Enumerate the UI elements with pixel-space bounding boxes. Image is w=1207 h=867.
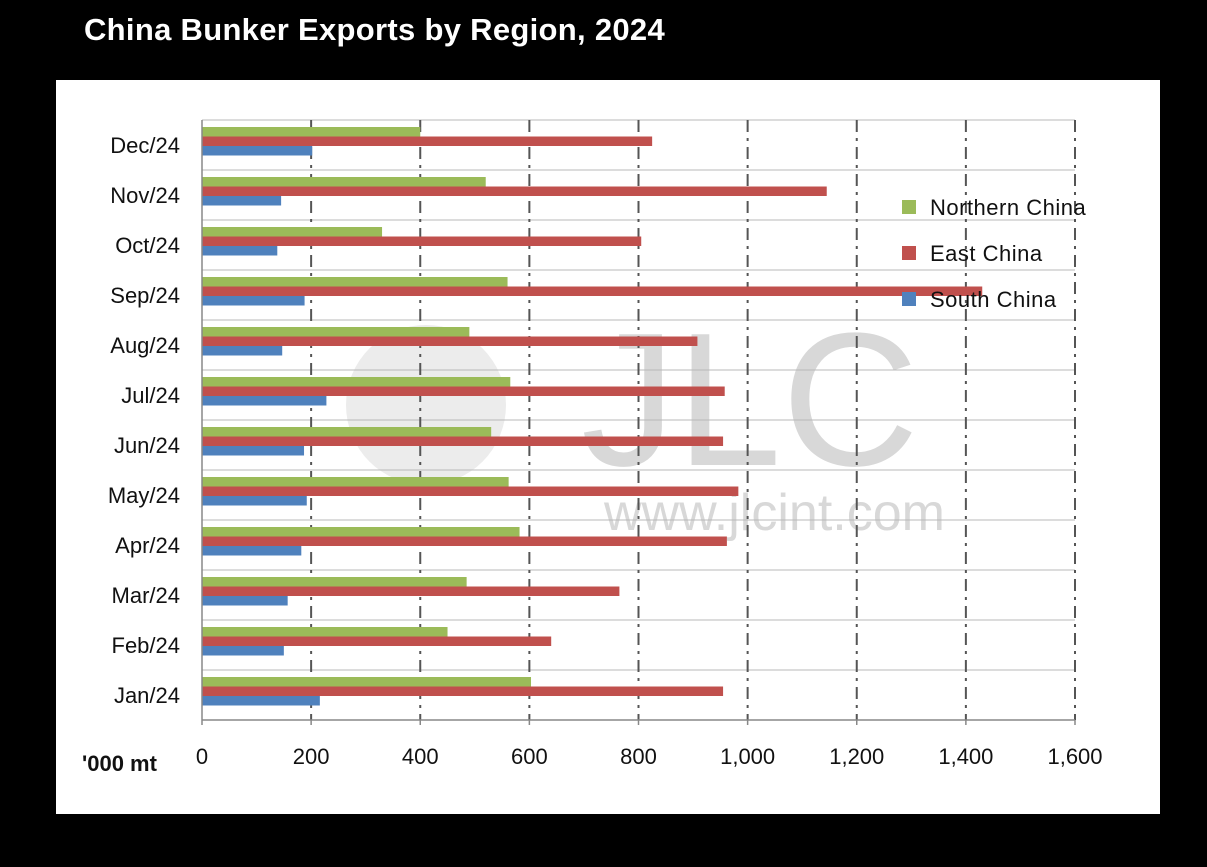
axes (201, 120, 1076, 725)
bar-south-china (202, 196, 282, 206)
bar-northern-china (202, 527, 520, 537)
bar-northern-china (202, 227, 383, 237)
category-label: Jul/24 (121, 383, 180, 408)
legend-label-northern-china: Northern China (930, 195, 1086, 220)
bar-east-china (202, 436, 724, 446)
bar-east-china (202, 236, 642, 246)
legend-swatch-south-china (902, 292, 916, 306)
legend-swatch-northern-china (902, 200, 916, 214)
bar-northern-china (202, 427, 492, 437)
category-label: Jan/24 (114, 683, 180, 708)
x-tick-label: 1,200 (829, 744, 884, 769)
bar-east-china (202, 136, 653, 146)
legend-swatch-east-china (902, 246, 916, 260)
bar-chart: JLC www.jlcint.com Dec/24Nov/24Oct/24Sep… (82, 119, 1103, 776)
legend-label-east-china: East China (930, 241, 1043, 266)
bar-south-china (202, 246, 278, 256)
bar-east-china (202, 486, 739, 496)
bar-east-china (202, 186, 827, 196)
bar-south-china (202, 696, 320, 706)
bar-east-china (202, 386, 725, 396)
x-tick-label: 600 (511, 744, 548, 769)
category-label: Sep/24 (110, 283, 180, 308)
bar-south-china (202, 396, 327, 406)
bar-south-china (202, 596, 288, 606)
category-label: Feb/24 (112, 633, 181, 658)
chart-title: China Bunker Exports by Region, 2024 (84, 12, 665, 47)
category-label: Oct/24 (115, 233, 180, 258)
x-tick-label: 1,000 (720, 744, 775, 769)
x-tick-labels: 0 200 400 600 800 1,000 1,200 1,400 1,600 (196, 744, 1103, 769)
x-tick-label: 1,600 (1047, 744, 1102, 769)
bar-northern-china (202, 627, 448, 637)
bars (202, 127, 983, 706)
bar-south-china (202, 496, 307, 506)
bar-east-china (202, 336, 698, 346)
gridlines (202, 119, 1076, 721)
category-label: Aug/24 (110, 333, 180, 358)
bar-northern-china (202, 477, 509, 487)
category-label: Dec/24 (110, 133, 180, 158)
watermark-logo-icon (346, 325, 506, 485)
category-labels: Dec/24 Nov/24 Oct/24 Sep/24 Aug/24 Jul/24 Jun/… (108, 133, 180, 708)
bar-east-china (202, 686, 724, 696)
legend: Northern China East China South China (902, 195, 1086, 312)
bar-south-china (202, 346, 283, 356)
bar-south-china (202, 446, 305, 456)
bar-east-china (202, 536, 727, 546)
watermark-logo-text: JLC (581, 294, 919, 506)
category-label: Jun/24 (114, 433, 180, 458)
bar-east-china (202, 286, 983, 296)
bar-northern-china (202, 377, 511, 387)
bar-south-china (202, 296, 305, 306)
bar-south-china (202, 146, 313, 156)
chart-panel: JLC www.jlcint.com Dec/24 Nov/24 Oct/24 Sep… (56, 80, 1160, 814)
legend-label-south-china: South China (930, 287, 1057, 312)
bar-northern-china (202, 277, 508, 287)
bar-northern-china (202, 327, 470, 337)
x-axis-unit-label: '000 mt (82, 751, 158, 776)
category-label: Apr/24 (115, 533, 180, 558)
category-label: Mar/24 (112, 583, 180, 608)
category-label: May/24 (108, 483, 180, 508)
category-label: Nov/24 (110, 183, 180, 208)
bar-south-china (202, 646, 284, 656)
x-tick-label: 1,400 (938, 744, 993, 769)
x-tick-label: 400 (402, 744, 439, 769)
x-tick-label: 200 (293, 744, 330, 769)
bar-east-china (202, 636, 552, 646)
bar-northern-china (202, 677, 532, 687)
bar-northern-china (202, 177, 486, 187)
bar-northern-china (202, 127, 421, 137)
bar-south-china (202, 546, 302, 556)
bar-east-china (202, 586, 620, 596)
x-tick-label: 800 (620, 744, 657, 769)
bar-northern-china (202, 577, 467, 587)
x-tick-label: 0 (196, 744, 208, 769)
